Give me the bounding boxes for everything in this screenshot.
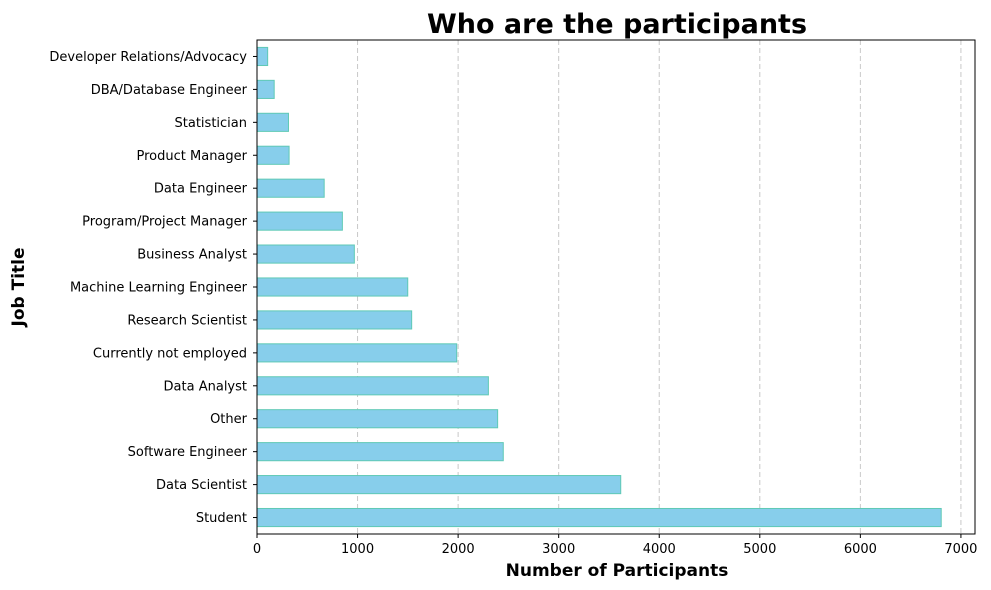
bar: [256, 145, 290, 165]
y-tick-label: Data Analyst: [164, 379, 247, 394]
y-tick-label: Data Scientist: [156, 478, 247, 493]
chart-title: Who are the participants: [427, 9, 807, 40]
bar: [256, 244, 355, 264]
x-tick-label: 4000: [643, 542, 676, 557]
y-tick-label: DBA/Database Engineer: [91, 83, 248, 98]
y-tick-label: Software Engineer: [128, 445, 248, 460]
bar: [256, 178, 325, 198]
x-tick-label: 0: [253, 542, 261, 557]
y-tick-label: Business Analyst: [137, 248, 247, 263]
bars: [256, 46, 942, 528]
x-tick-label: 3000: [542, 542, 575, 557]
bar: [256, 442, 504, 462]
x-axis-label: Number of Participants: [506, 561, 729, 581]
bar: [256, 475, 622, 495]
y-tick-label: Program/Project Manager: [82, 215, 247, 230]
y-tick-label: Statistician: [175, 116, 247, 131]
y-tick-label: Data Engineer: [154, 182, 248, 197]
bar: [256, 507, 942, 528]
bar: [256, 277, 409, 297]
y-tick-label: Developer Relations/Advocacy: [49, 50, 247, 65]
x-tick-label: 1000: [341, 542, 374, 557]
x-axis-ticks: 0 1000 2000 3000 4000 5000 6000 7000: [253, 534, 977, 557]
x-tick-label: 2000: [442, 542, 475, 557]
y-axis-ticks: Student Data Scientist Software Engineer Ot…: [49, 50, 257, 526]
y-tick-label: Product Manager: [137, 149, 248, 164]
bar: [256, 112, 289, 132]
bar: [256, 343, 458, 363]
y-tick-label: Machine Learning Engineer: [70, 281, 248, 296]
y-tick-label: Other: [210, 412, 248, 427]
y-axis-label: Job Title: [9, 248, 29, 328]
bar: [256, 46, 269, 67]
bar: [256, 79, 275, 99]
y-tick-label: Currently not employed: [93, 346, 247, 361]
x-tick-label: 7000: [944, 542, 977, 557]
bar: [256, 211, 343, 231]
bar: [256, 376, 489, 396]
x-tick-label: 5000: [743, 542, 776, 557]
y-tick-label: Student: [196, 511, 247, 526]
y-tick-label: Research Scientist: [127, 313, 247, 328]
x-tick-label: 6000: [844, 542, 877, 557]
bar: [256, 409, 499, 429]
bar: [256, 310, 413, 330]
